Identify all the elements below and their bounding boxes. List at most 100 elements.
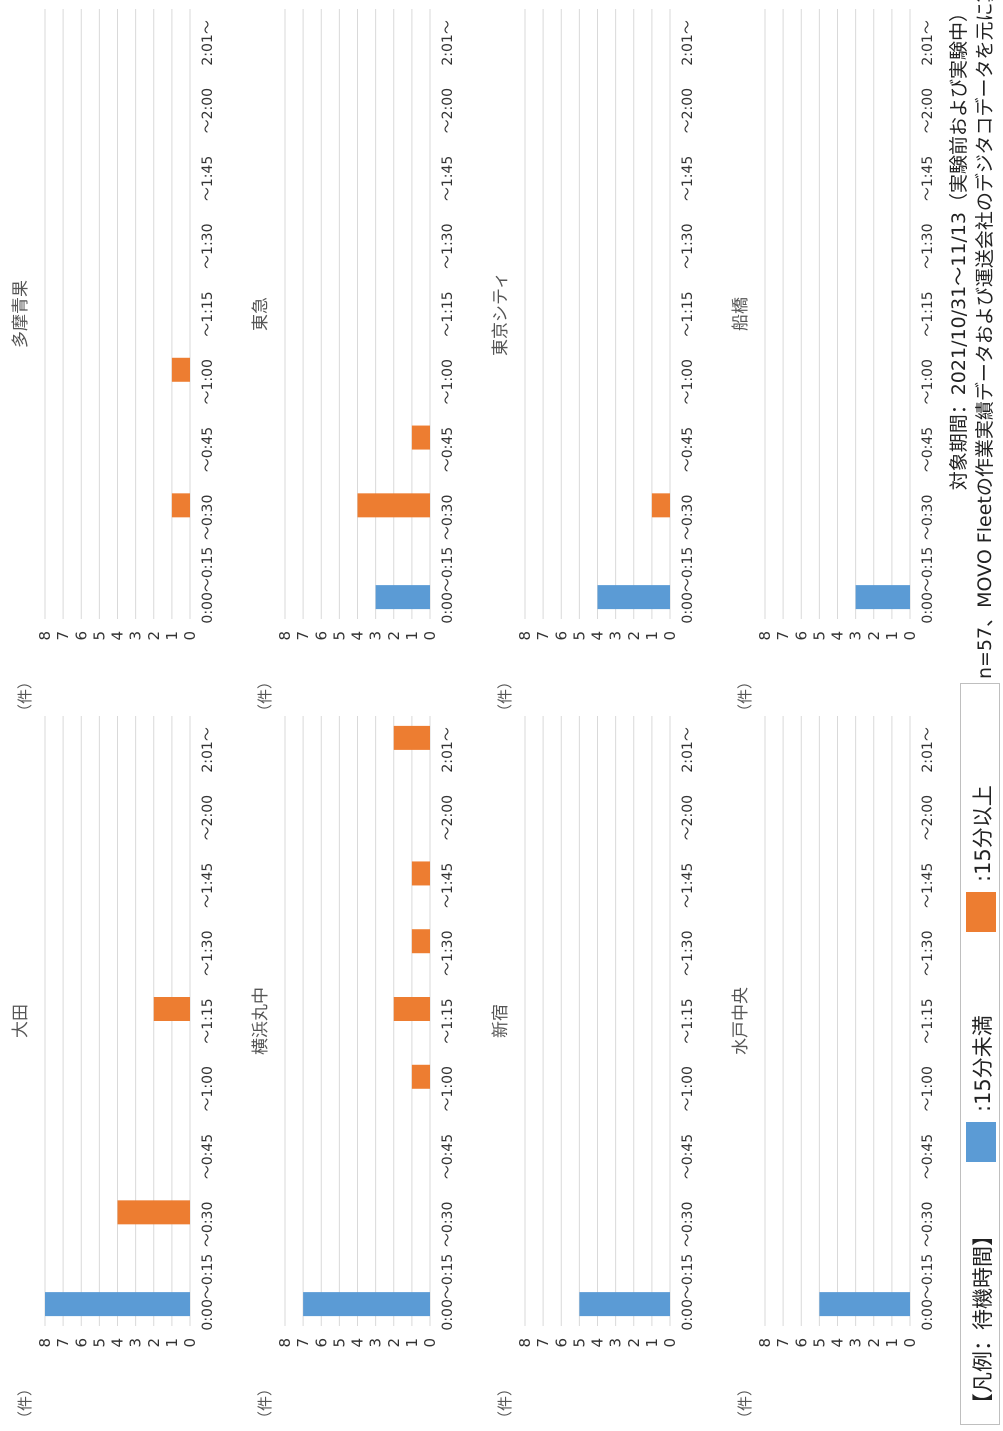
y-tick-label: 2 (385, 631, 403, 641)
x-tick-label: ～1:45 (920, 156, 936, 201)
y-tick-label: 1 (883, 631, 901, 641)
x-tick-label: ～0:45 (200, 427, 216, 472)
y-tick-label: 6 (72, 1338, 90, 1348)
bar-over-15 (411, 861, 430, 886)
bar-over-15 (411, 1064, 430, 1089)
legend-label-under-15: :15分未満 (971, 1015, 995, 1112)
x-tick-label: ～1:15 (680, 998, 696, 1043)
x-tick-label: ～0:45 (680, 1134, 696, 1179)
x-tick-label: ～2:00 (200, 795, 216, 840)
chart-title: 横浜丸中 (251, 987, 271, 1055)
y-tick-label: 0 (661, 1338, 679, 1348)
x-tick-label: 0:00～0:15 (440, 547, 456, 624)
y-tick-label: 7 (774, 631, 792, 641)
x-tick-label: ～2:00 (680, 88, 696, 133)
x-tick-label: 0:00～0:15 (680, 547, 696, 624)
y-tick-label: 1 (403, 1338, 421, 1348)
y-tick-label: 1 (163, 631, 181, 641)
y-tick-label: 8 (756, 1338, 774, 1348)
y-unit-label: （件） (736, 674, 754, 719)
y-tick-label: 4 (589, 1338, 607, 1348)
y-unit-label: （件） (16, 1381, 34, 1426)
y-tick-label: 8 (756, 631, 774, 641)
y-unit-label: （件） (256, 674, 274, 719)
bar-over-15 (171, 493, 190, 518)
x-tick-label: ～1:30 (200, 223, 216, 268)
y-tick-label: 0 (421, 1338, 439, 1348)
y-tick-label: 2 (145, 631, 163, 641)
y-tick-label: 8 (276, 1338, 294, 1348)
y-unit-label: （件） (256, 1381, 274, 1426)
y-tick-label: 7 (54, 1338, 72, 1348)
x-tick-label: 2:01～ (920, 727, 936, 772)
y-tick-label: 3 (607, 631, 625, 641)
x-tick-label: ～0:30 (920, 495, 936, 540)
x-tick-label: ～1:00 (680, 359, 696, 404)
x-tick-label: ～0:45 (200, 1134, 216, 1179)
bar-under-15 (855, 585, 910, 610)
x-tick-label: ～1:45 (920, 863, 936, 908)
x-tick-label: 0:00～0:15 (920, 1254, 936, 1331)
x-tick-label: ～1:30 (680, 930, 696, 975)
x-tick-label: 2:01～ (200, 727, 216, 772)
y-tick-label: 5 (570, 1338, 588, 1348)
y-tick-label: 3 (127, 1338, 145, 1348)
y-tick-label: 8 (516, 1338, 534, 1348)
y-tick-label: 1 (403, 631, 421, 641)
y-tick-label: 7 (54, 631, 72, 641)
y-tick-label: 5 (330, 631, 348, 641)
y-tick-label: 4 (829, 631, 847, 641)
x-tick-label: ～1:30 (440, 223, 456, 268)
x-tick-label: ～0:30 (680, 495, 696, 540)
y-unit-label: （件） (496, 1381, 514, 1426)
x-tick-label: 2:01～ (680, 20, 696, 65)
y-tick-label: 3 (847, 1338, 865, 1348)
chart-title: 東京シティ (491, 272, 511, 356)
x-tick-label: ～0:30 (440, 1202, 456, 1247)
x-tick-label: ～2:00 (440, 88, 456, 133)
x-tick-label: 0:00～0:15 (920, 547, 936, 624)
legend-title: 【凡例：待機時間】 (971, 1225, 995, 1414)
y-tick-label: 8 (36, 1338, 54, 1348)
y-unit-label: （件） (496, 674, 514, 719)
x-tick-label: ～1:00 (920, 359, 936, 404)
y-tick-label: 3 (367, 1338, 385, 1348)
y-tick-label: 7 (534, 631, 552, 641)
chart-title: 船橋 (731, 297, 751, 331)
chart-title: 多摩青果 (11, 280, 31, 348)
x-tick-label: 0:00～0:15 (200, 547, 216, 624)
x-tick-label: ～1:15 (200, 998, 216, 1043)
y-tick-label: 3 (367, 631, 385, 641)
x-tick-label: ～1:45 (200, 156, 216, 201)
y-tick-label: 4 (829, 1338, 847, 1348)
x-tick-label: ～1:15 (440, 998, 456, 1043)
x-tick-label: ～1:00 (440, 359, 456, 404)
x-tick-label: ～1:15 (680, 291, 696, 336)
chart-title: 新宿 (491, 1004, 511, 1038)
x-tick-label: ～2:00 (440, 795, 456, 840)
footnote-source: n=57、MOVO Fleetの作業実績データおよび運送会社のデジタコデータを元… (974, 0, 996, 679)
x-tick-label: ～1:15 (200, 291, 216, 336)
y-tick-label: 3 (127, 631, 145, 641)
y-tick-label: 0 (901, 631, 919, 641)
y-tick-label: 6 (72, 631, 90, 641)
y-tick-label: 6 (312, 631, 330, 641)
y-tick-label: 0 (181, 631, 199, 641)
x-tick-label: ～1:45 (200, 863, 216, 908)
bar-over-15 (651, 493, 670, 518)
bar-under-15 (375, 585, 430, 610)
legend-label-over-15: :15分以上 (971, 785, 995, 882)
y-unit-label: （件） (736, 1381, 754, 1426)
x-tick-label: ～0:30 (680, 1202, 696, 1247)
x-tick-label: ～1:00 (440, 1066, 456, 1111)
x-tick-label: ～1:15 (920, 291, 936, 336)
x-tick-label: ～1:30 (680, 223, 696, 268)
x-tick-label: 2:01～ (680, 727, 696, 772)
y-tick-label: 7 (774, 1338, 792, 1348)
y-tick-label: 0 (421, 631, 439, 641)
y-tick-label: 8 (276, 631, 294, 641)
